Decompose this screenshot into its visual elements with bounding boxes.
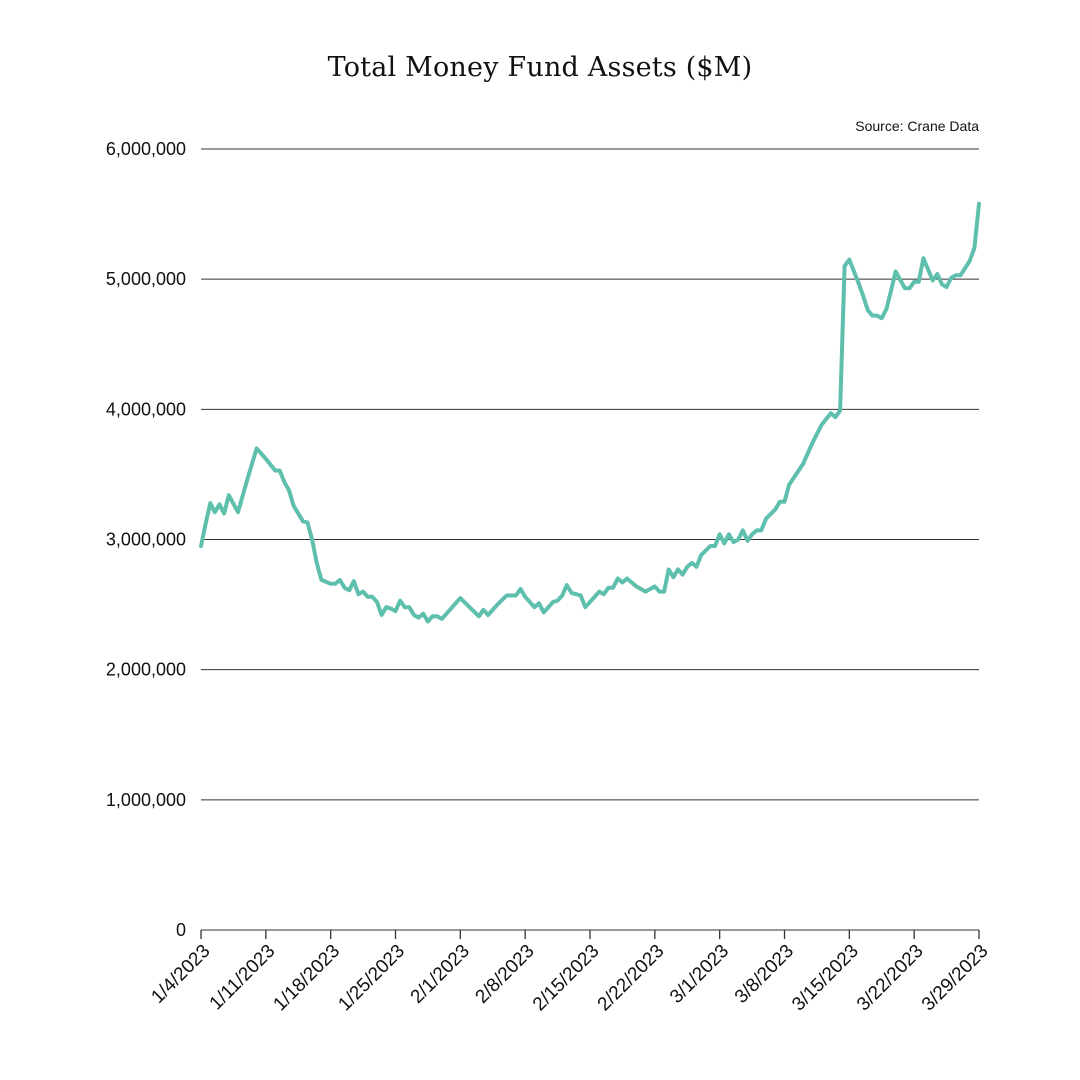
gridlines — [201, 148, 979, 931]
x-tick-label: 2/22/2023 — [594, 941, 669, 1016]
x-tick-label: 3/29/2023 — [918, 941, 993, 1016]
series-layer — [199, 201, 981, 624]
source-note: Source: Crane Data — [855, 118, 979, 134]
x-tick-label: 2/15/2023 — [529, 941, 604, 1016]
x-tick-label: 1/25/2023 — [334, 941, 409, 1016]
x-tick-label: 2/8/2023 — [472, 941, 539, 1008]
x-tick-label: 1/4/2023 — [147, 941, 214, 1008]
y-tick-label: 4,000,000 — [106, 399, 186, 419]
x-tick-label: 3/15/2023 — [788, 941, 863, 1016]
x-tick-label: 3/22/2023 — [853, 941, 928, 1016]
y-tick-label: 3,000,000 — [106, 530, 186, 550]
y-axis-ticks: 0 1,000,000 2,000,000 3,000,000 4,000,000 5,0… — [106, 139, 186, 940]
x-tick-label: 1/18/2023 — [270, 941, 345, 1016]
series-line-total-assets — [199, 201, 981, 624]
y-tick-label: 0 — [176, 920, 186, 940]
x-tick-label: 1/11/2023 — [206, 941, 280, 1015]
x-tick-label: 2/1/2023 — [407, 941, 474, 1008]
x-tick-label: 3/8/2023 — [731, 941, 798, 1008]
y-tick-label: 2,000,000 — [106, 660, 186, 680]
chart-title: Total Money Fund Assets ($M) — [327, 52, 753, 83]
y-tick-label: 5,000,000 — [106, 269, 186, 289]
y-tick-label: 1,000,000 — [106, 790, 186, 810]
x-tick-label: 3/1/2023 — [666, 941, 733, 1008]
y-tick-label: 6,000,000 — [106, 139, 186, 159]
x-axis: 1/4/20231/11/20231/18/20231/25/20232/1/2… — [147, 930, 993, 1016]
